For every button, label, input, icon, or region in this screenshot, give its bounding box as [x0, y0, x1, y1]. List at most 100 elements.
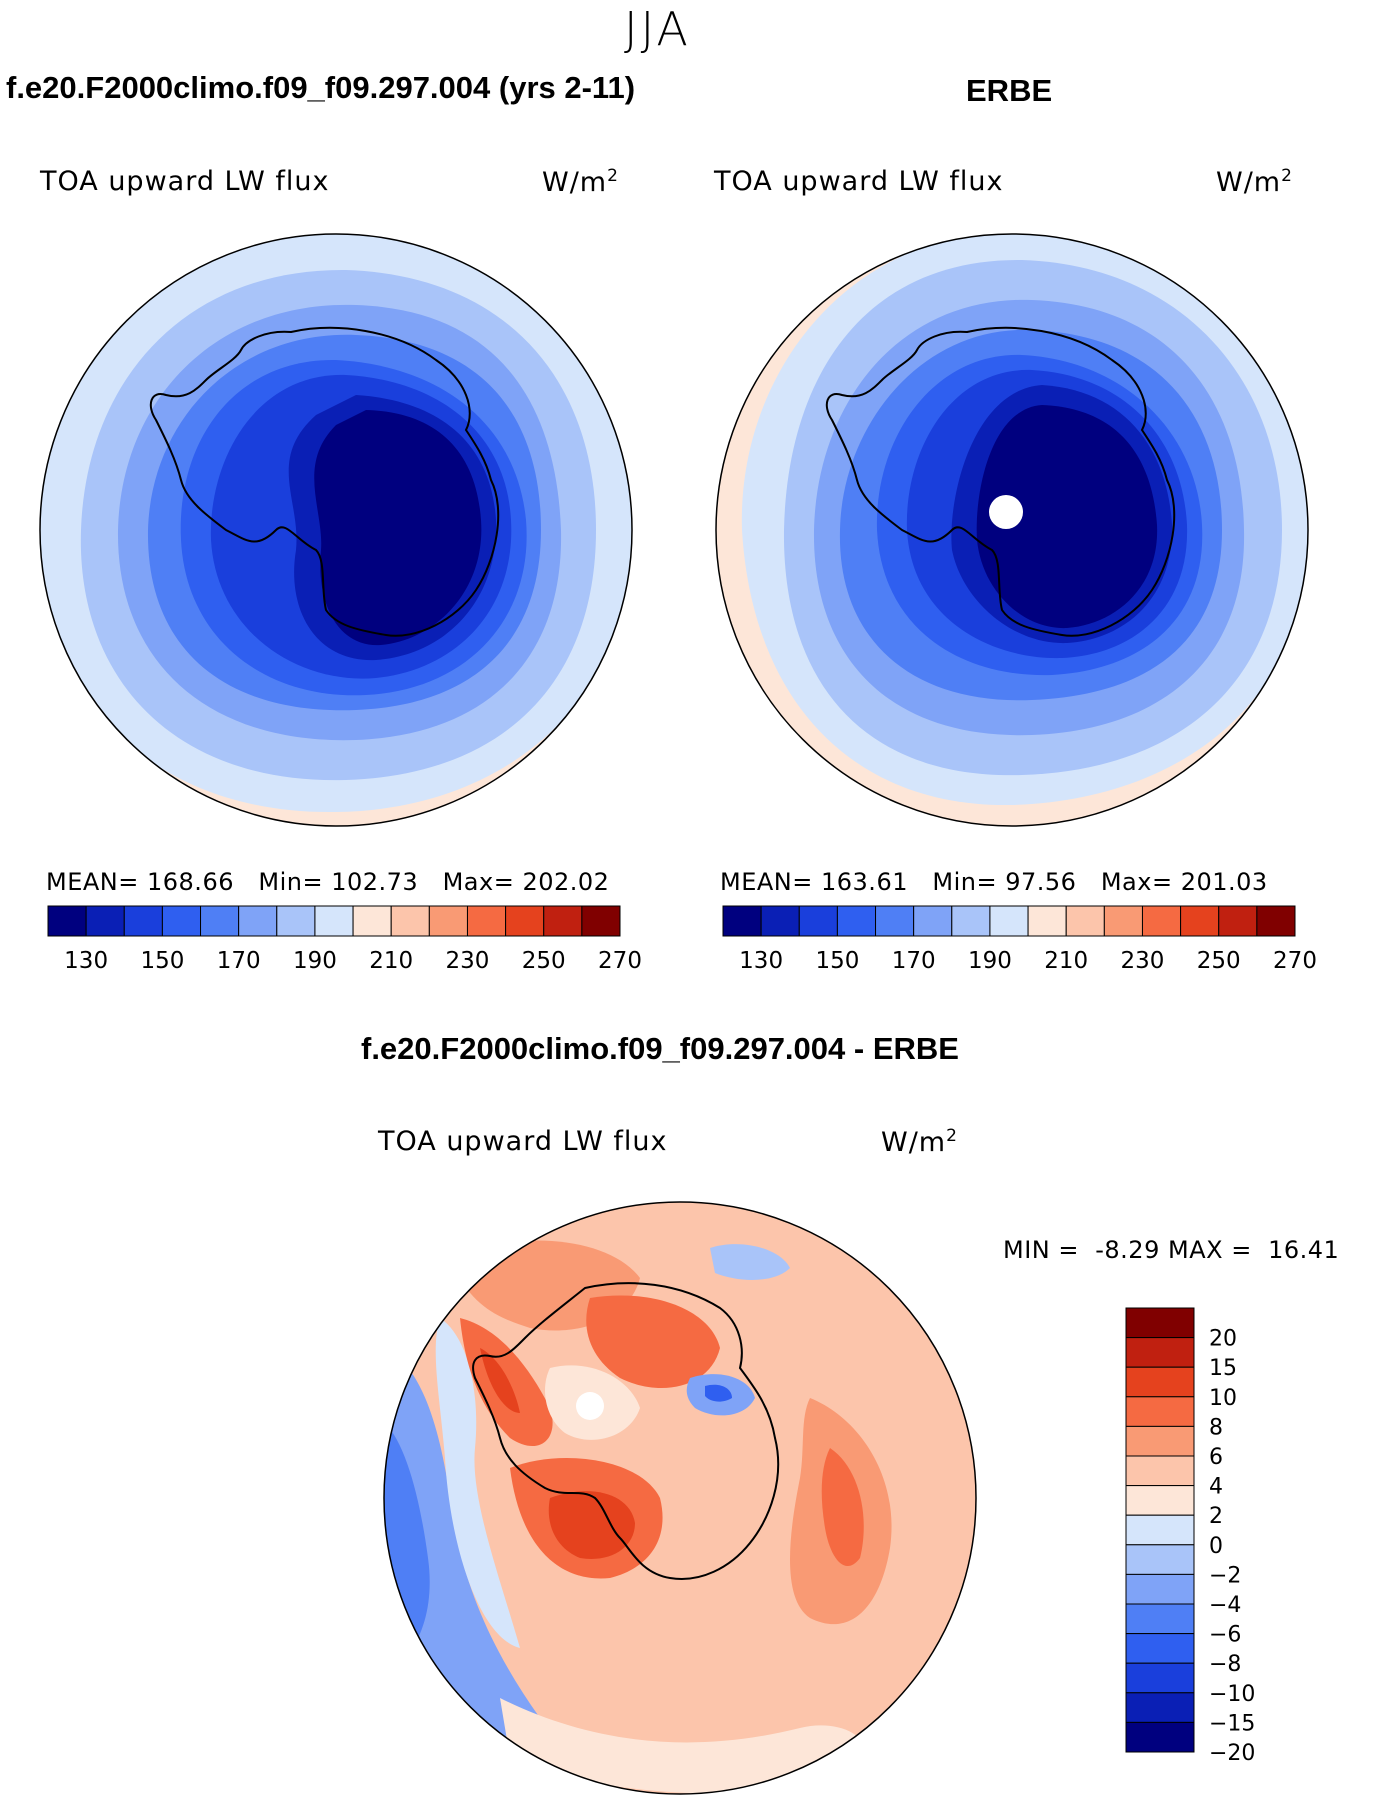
colorbar-swatch	[1125, 1514, 1195, 1546]
colorbar-tick-label: 2	[1209, 1504, 1223, 1529]
panel3-units-label: W/m2	[881, 1126, 958, 1158]
panel3-variable-label: TOA upward LW flux	[378, 1126, 668, 1157]
map2-coastline	[825, 326, 1176, 637]
panel1-variable-label: TOA upward LW flux	[40, 166, 330, 197]
panel2-colorbar: 130 150 170 190 210 230 250 270	[722, 905, 1317, 974]
colorbar-swatch	[722, 905, 762, 937]
colorbar-tick-label: 170	[892, 948, 936, 974]
map3-pos-west-core	[480, 1348, 520, 1413]
colorbar-swatch	[466, 905, 507, 937]
map1-band-120	[314, 410, 482, 646]
colorbar-tick-label: 130	[64, 948, 108, 974]
colorbar-tick-label: 270	[598, 948, 642, 974]
colorbar-swatch	[1125, 1662, 1195, 1694]
colorbar-swatch	[760, 905, 800, 937]
colorbar-tick-label: −2	[1209, 1563, 1241, 1588]
colorbar-tick-label: 250	[1197, 948, 1241, 974]
colorbar-swatch	[428, 905, 468, 937]
colorbar-tick-label: −4	[1209, 1593, 1241, 1618]
colorbar-swatch	[951, 905, 991, 937]
map3-pos-north-interior	[586, 1295, 720, 1388]
colorbar-tick-label: 170	[217, 948, 261, 974]
colorbar-tick-label: 15	[1209, 1356, 1237, 1381]
panel2-stats: MEAN= 163.61 Min= 97.56 Max= 201.03	[720, 868, 1268, 896]
colorbar-swatch	[200, 905, 240, 937]
map3-coastline	[472, 1282, 780, 1580]
colorbar-swatch	[1125, 1721, 1195, 1753]
map2-band-120	[976, 405, 1158, 629]
colorbar-swatch	[352, 905, 392, 937]
colorbar-swatch	[1103, 905, 1143, 937]
colorbar-swatch	[123, 905, 163, 937]
colorbar-tick-label: 10	[1209, 1386, 1237, 1411]
colorbar-swatch	[1141, 905, 1182, 937]
colorbar-tick-label: 6	[1209, 1445, 1223, 1470]
panel2-variable-label: TOA upward LW flux	[714, 166, 1004, 197]
diff-title: f.e20.F2000climo.f09_f09.297.004 - ERBE	[361, 1031, 959, 1066]
colorbar-tick-label: 150	[815, 948, 859, 974]
colorbar-tick-label: 230	[446, 948, 490, 974]
colorbar-swatch	[85, 905, 125, 937]
colorbar-tick-label: 4	[1209, 1475, 1223, 1500]
colorbar-swatch	[238, 905, 278, 937]
colorbar-swatch	[1180, 905, 1220, 937]
colorbar-tick-label: −6	[1209, 1623, 1241, 1648]
colorbar-tick-label: −8	[1209, 1652, 1241, 1677]
colorbar-tick-label: 270	[1273, 948, 1317, 974]
colorbar-swatch	[1125, 1337, 1195, 1368]
colorbar-swatch	[276, 905, 316, 937]
colorbar-tick-label: 210	[369, 948, 413, 974]
colorbar-swatch	[543, 905, 583, 937]
map2-missing-pole	[989, 495, 1023, 529]
colorbar-swatch	[1125, 1692, 1195, 1723]
map3-zero-band-south	[500, 1698, 866, 1794]
panel1-title: f.e20.F2000climo.f09_f09.297.004 (yrs 2-…	[6, 70, 636, 105]
colorbar-swatch	[798, 905, 838, 937]
colorbar-tick-label: 0	[1209, 1534, 1223, 1559]
colorbar-swatch	[390, 905, 430, 937]
colorbar-tick-label: 8	[1209, 1415, 1223, 1440]
colorbar-tick-label: 150	[140, 948, 184, 974]
colorbar-swatch	[314, 905, 354, 937]
colorbar-swatch	[875, 905, 915, 937]
panel3-map	[383, 1201, 977, 1795]
colorbar-swatch	[1125, 1307, 1195, 1339]
panel2-title: ERBE	[966, 73, 1053, 108]
colorbar-swatch	[1218, 905, 1258, 937]
map1-boundary	[39, 233, 633, 827]
panel1-map	[39, 233, 633, 827]
panel1-stats: MEAN= 168.66 Min= 102.73 Max= 202.02	[46, 868, 610, 896]
colorbar-swatch	[1125, 1425, 1195, 1457]
map3-neg-north	[710, 1244, 790, 1280]
colorbar-tick-label: −10	[1209, 1682, 1255, 1707]
colorbar-tick-label: 130	[739, 948, 783, 974]
panel1-colorbar: 130 150 170 190 210 230 250 270	[47, 905, 642, 974]
colorbar-swatch	[913, 905, 953, 937]
colorbar-tick-label: −15	[1209, 1711, 1255, 1736]
colorbar-swatch	[581, 905, 621, 937]
map3-missing-pole	[576, 1392, 604, 1420]
colorbar-swatch	[836, 905, 877, 937]
colorbar-tick-label: 190	[293, 948, 337, 974]
panel2-map	[715, 233, 1309, 827]
colorbar-swatch	[1125, 1633, 1195, 1664]
colorbar-swatch	[1027, 905, 1067, 937]
colorbar-tick-label: 20	[1209, 1327, 1237, 1352]
colorbar-swatch	[989, 905, 1029, 937]
colorbar-swatch	[505, 905, 545, 937]
colorbar-tick-label: 190	[968, 948, 1012, 974]
colorbar-tick-label: 250	[522, 948, 566, 974]
colorbar-swatch	[161, 905, 202, 937]
map1-coastline	[149, 326, 500, 637]
map3-boundary	[383, 1201, 977, 1795]
map3-pos-central-core	[548, 1491, 635, 1559]
map2-boundary	[715, 233, 1309, 827]
panel3-stats: MIN = -8.29 MAX = 16.41	[1003, 1236, 1340, 1264]
panel2-units-label: W/m2	[1216, 166, 1293, 198]
colorbar-swatch	[1125, 1544, 1195, 1575]
panel1-units-label: W/m2	[542, 166, 619, 198]
colorbar-swatch	[1065, 905, 1105, 937]
colorbar-tick-label: −20	[1209, 1741, 1255, 1766]
colorbar-swatch	[1125, 1366, 1195, 1398]
colorbar-swatch	[1125, 1485, 1195, 1516]
